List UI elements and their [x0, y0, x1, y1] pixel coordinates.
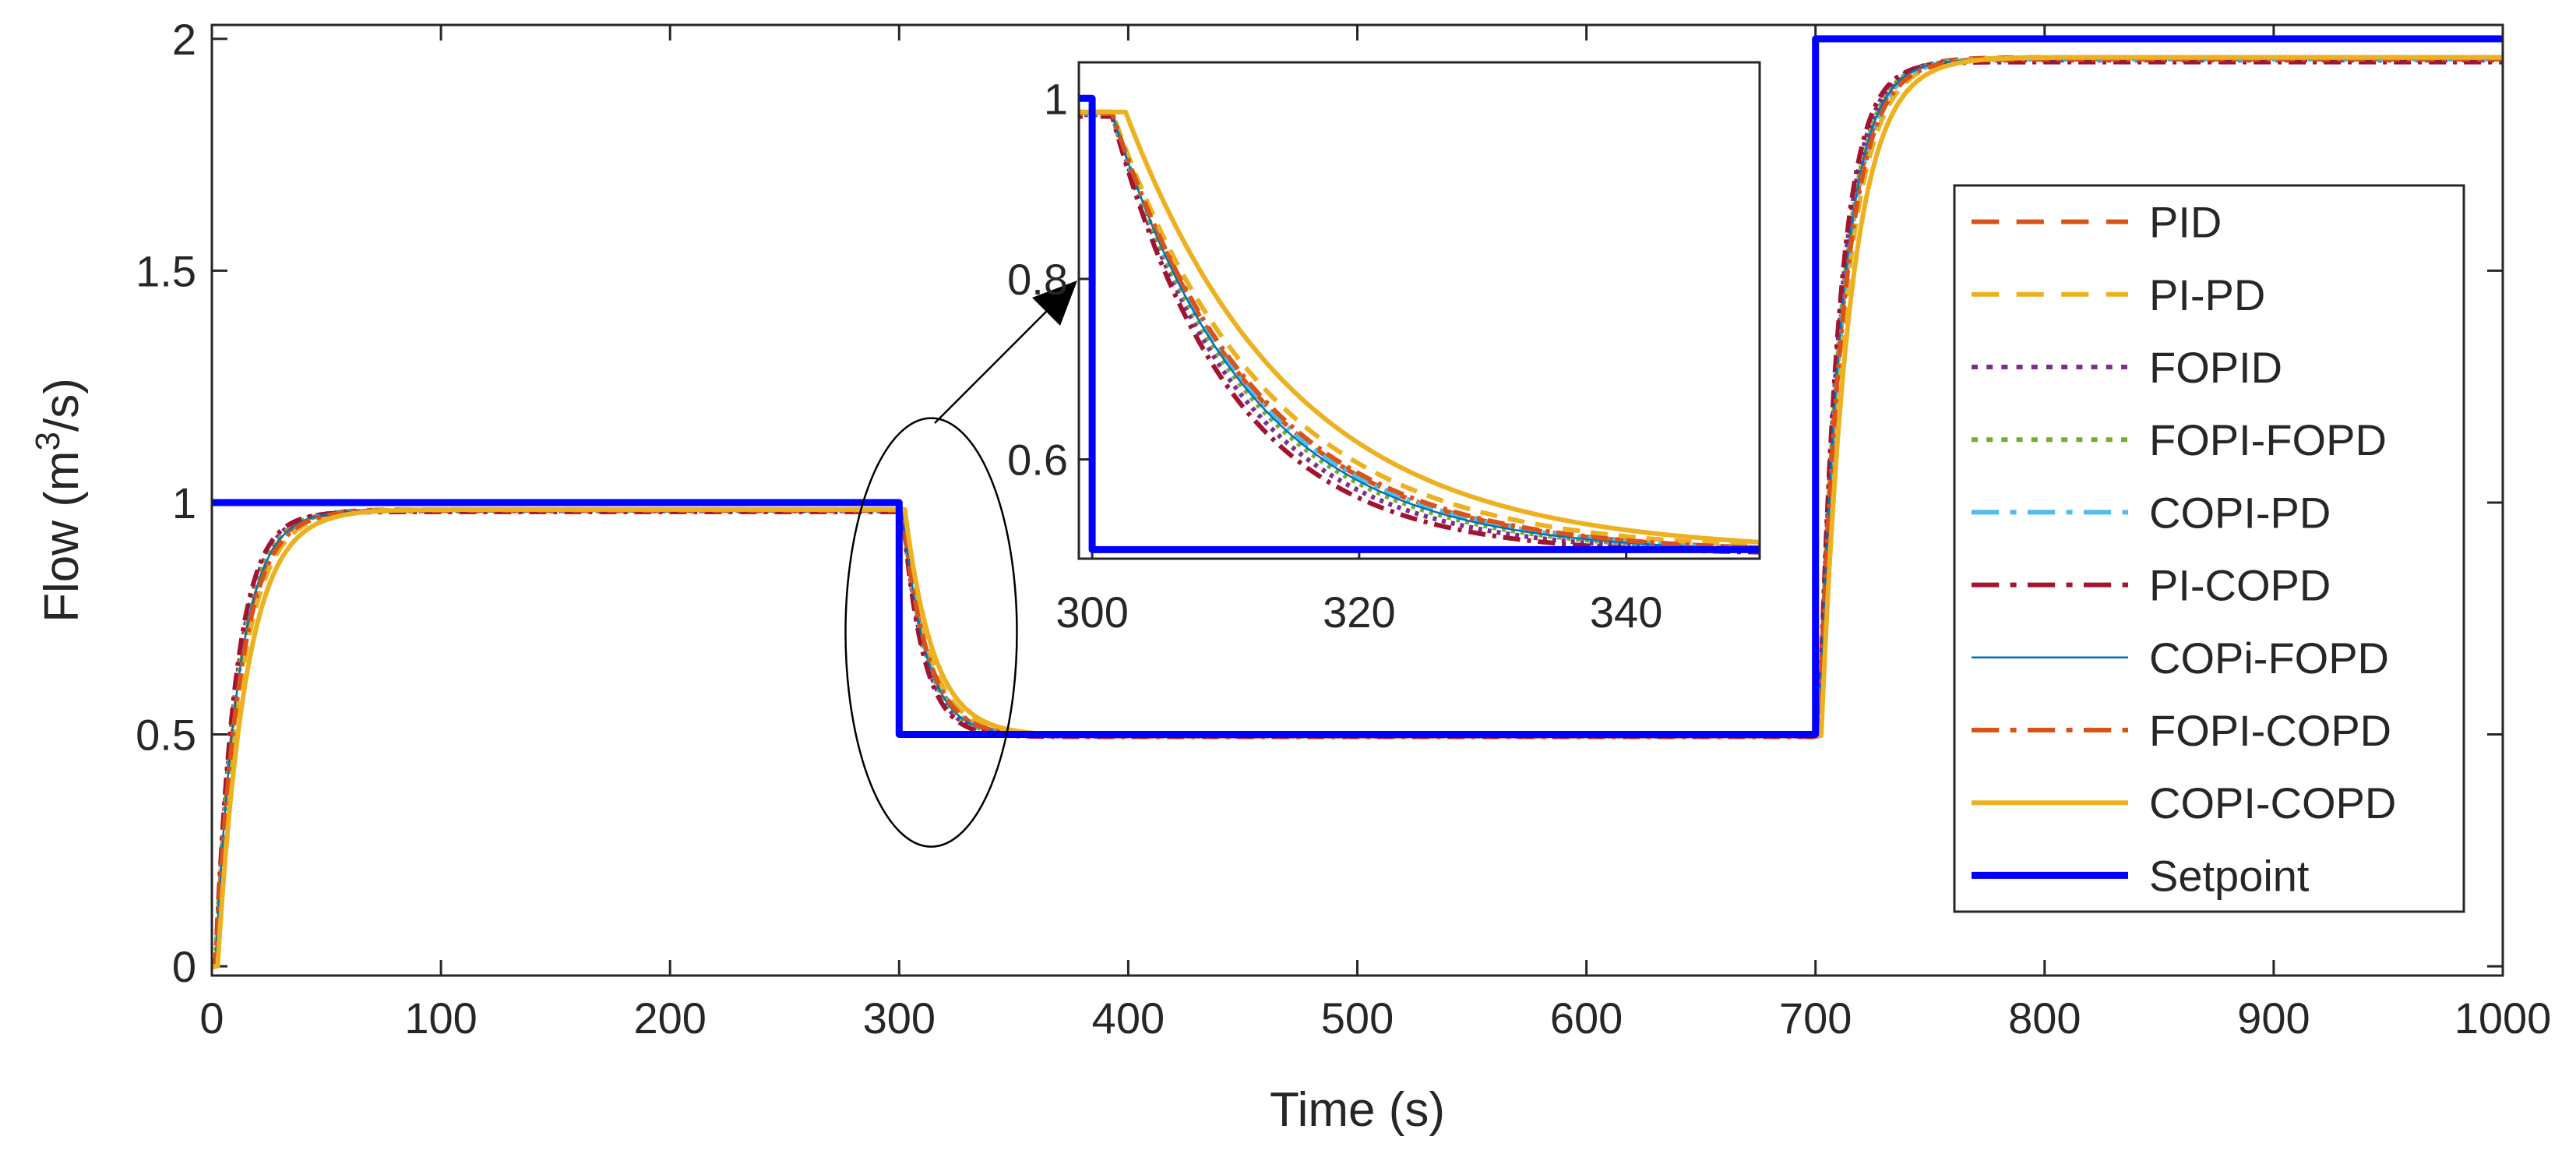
x-tick-label-100: 100	[404, 993, 477, 1043]
y-tick-label-3: 1.5	[136, 246, 196, 295]
zoom-arrow-head	[1032, 281, 1077, 326]
x-tick-label-500: 500	[1321, 993, 1394, 1043]
x-tick-label-400: 400	[1092, 993, 1165, 1043]
x-tick-label-600: 600	[1550, 993, 1623, 1043]
y-tick-label-2: 1	[172, 478, 196, 528]
zoom-arrow-shaft	[934, 303, 1055, 424]
inset-series-line-fopi-fopd	[1079, 111, 1760, 552]
inset-tick-labels: 300 320 340 0.6 0.8 1	[1007, 74, 1662, 637]
inset-y-tick-label-0: 0.6	[1007, 436, 1068, 485]
zoom-annotation	[844, 281, 1077, 848]
legend-label-pi-pd: PI-PD	[2149, 270, 2265, 319]
legend-label-fopi-fopd: FOPI-FOPD	[2149, 415, 2387, 464]
y-axis-label-suffix: /s)	[35, 378, 89, 432]
legend-label-setpoint: Setpoint	[2149, 851, 2310, 900]
legend-item-copi-fopd: COPi-FOPD	[1972, 633, 2389, 683]
legend-label-fopi-copd: FOPI-COPD	[2149, 706, 2391, 755]
x-tick-label-1000: 1000	[2454, 993, 2552, 1043]
legend-label-pi-copd: PI-COPD	[2149, 561, 2331, 610]
series-line-setpoint	[212, 35, 2503, 738]
legend-item-copi-pd: COPI-PD	[1972, 488, 2331, 537]
legend-label-pid: PID	[2149, 198, 2222, 247]
legend: PID PI-PD FOPID FOPI-FOPD COPI-PD PI-COPD COPi…	[1953, 184, 2465, 913]
legend-box	[1953, 184, 2465, 913]
legend-item-fopi-fopd: FOPI-FOPD	[1972, 415, 2387, 464]
legend-label-copi-pd: COPI-PD	[2149, 488, 2331, 537]
x-tick-label-800: 800	[2008, 993, 2081, 1043]
y-axis-label-prefix: Flow (m	[35, 450, 89, 622]
inset-x-tick-label-320: 320	[1323, 588, 1395, 637]
inset-x-tick-label-300: 300	[1055, 588, 1128, 637]
inset-y-tick-label-1: 0.8	[1007, 255, 1068, 304]
x-tick-label-300: 300	[863, 993, 936, 1043]
inset-y-tick-label-2: 1	[1044, 74, 1068, 123]
main-tick-labels: 0 100 200 300 400 500 600 700 800 900 1000 0 0.5 1 1.5…	[136, 15, 2551, 1043]
main-series-lines	[210, 35, 2504, 969]
x-tick-label-900: 900	[2237, 993, 2310, 1043]
inset-series-line-pi-copd	[1079, 114, 1760, 555]
inset-zoom-plot: 300 320 340 0.6 0.8 1	[1007, 61, 1761, 637]
x-tick-label-0: 0	[199, 993, 224, 1043]
inset-series-line-pi-pd	[1079, 109, 1760, 549]
x-tick-label-200: 200	[633, 993, 706, 1043]
y-tick-label-0: 0	[172, 942, 196, 991]
legend-label-copi-fopd: COPi-FOPD	[2149, 633, 2389, 683]
legend-item-pi-pd: PI-PD	[1972, 270, 2265, 319]
y-tick-label-4: 2	[172, 15, 196, 64]
legend-item-copi-copd: COPI-COPD	[1972, 778, 2396, 828]
legend-label-fopid: FOPID	[2149, 343, 2282, 392]
inset-series-line-fopi-copd	[1079, 111, 1760, 551]
inset-series-line-copi-copd	[1079, 109, 1760, 545]
y-tick-label-1: 0.5	[136, 711, 196, 760]
legend-item-fopi-copd: FOPI-COPD	[1972, 706, 2391, 755]
legend-item-fopid: FOPID	[1972, 343, 2282, 392]
x-tick-label-700: 700	[1779, 993, 1852, 1043]
legend-label-copi-copd: COPI-COPD	[2149, 778, 2396, 828]
inset-series-lines	[1079, 94, 1760, 555]
y-axis-label: Flow (m3/s)	[29, 378, 89, 623]
y-axis-label-superscript: 3	[29, 432, 67, 450]
zoom-ellipse	[844, 417, 1018, 848]
legend-item-pi-copd: PI-COPD	[1972, 561, 2331, 610]
x-axis-label: Time (s)	[1270, 1083, 1445, 1137]
legend-item-pid: PID	[1972, 198, 2222, 247]
inset-frame	[1077, 61, 1761, 560]
plot-frame	[210, 23, 2504, 977]
legend-item-setpoint: Setpoint	[1972, 851, 2310, 900]
inset-x-tick-label-340: 340	[1590, 588, 1662, 637]
